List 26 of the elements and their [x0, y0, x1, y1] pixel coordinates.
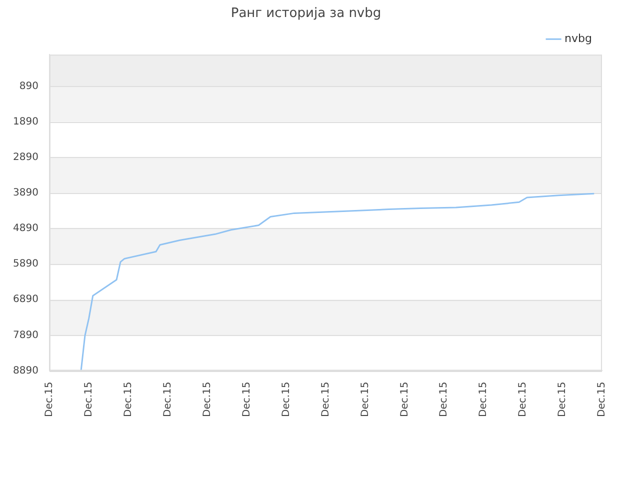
x-tick-label: Dec.15: [241, 382, 252, 418]
x-tick-label: Dec.15: [280, 382, 292, 418]
x-tick-label: Dec.15: [202, 382, 213, 418]
x-tick-label: Dec.15: [162, 382, 174, 418]
x-tick-label: Dec.15: [84, 382, 95, 418]
x-tick-label: Dec.15: [557, 382, 568, 418]
y-tick-label: 6890: [12, 294, 38, 306]
x-tick-label: Dec.15: [360, 382, 371, 418]
x-tick-label: Dec.15: [478, 382, 490, 418]
y-tick-label: 7890: [12, 330, 38, 341]
y-tick-label: 890: [19, 80, 38, 92]
chart-title: Ранг историја за nvbg: [230, 6, 382, 22]
y-tick-label: 3890: [12, 188, 38, 199]
y-tick-label: 1890: [12, 116, 38, 128]
x-tick-label: Dec.15: [438, 382, 450, 418]
x-tick-label: Dec.15: [399, 382, 410, 418]
y-tick-label: 4890: [12, 223, 38, 234]
y-tick-label: 8890: [12, 365, 38, 376]
x-tick-label: Dec.15: [596, 382, 608, 418]
x-tick-label: Dec.15: [44, 382, 56, 418]
x-tick-label: Dec.15: [122, 382, 134, 418]
x-tick-label: Dec.15: [518, 382, 529, 418]
legend-label: nvbg: [564, 32, 592, 45]
x-tick-label: Dec.15: [320, 382, 332, 418]
y-tick-label: 5890: [12, 258, 38, 270]
y-tick-label: 2890: [12, 152, 38, 163]
